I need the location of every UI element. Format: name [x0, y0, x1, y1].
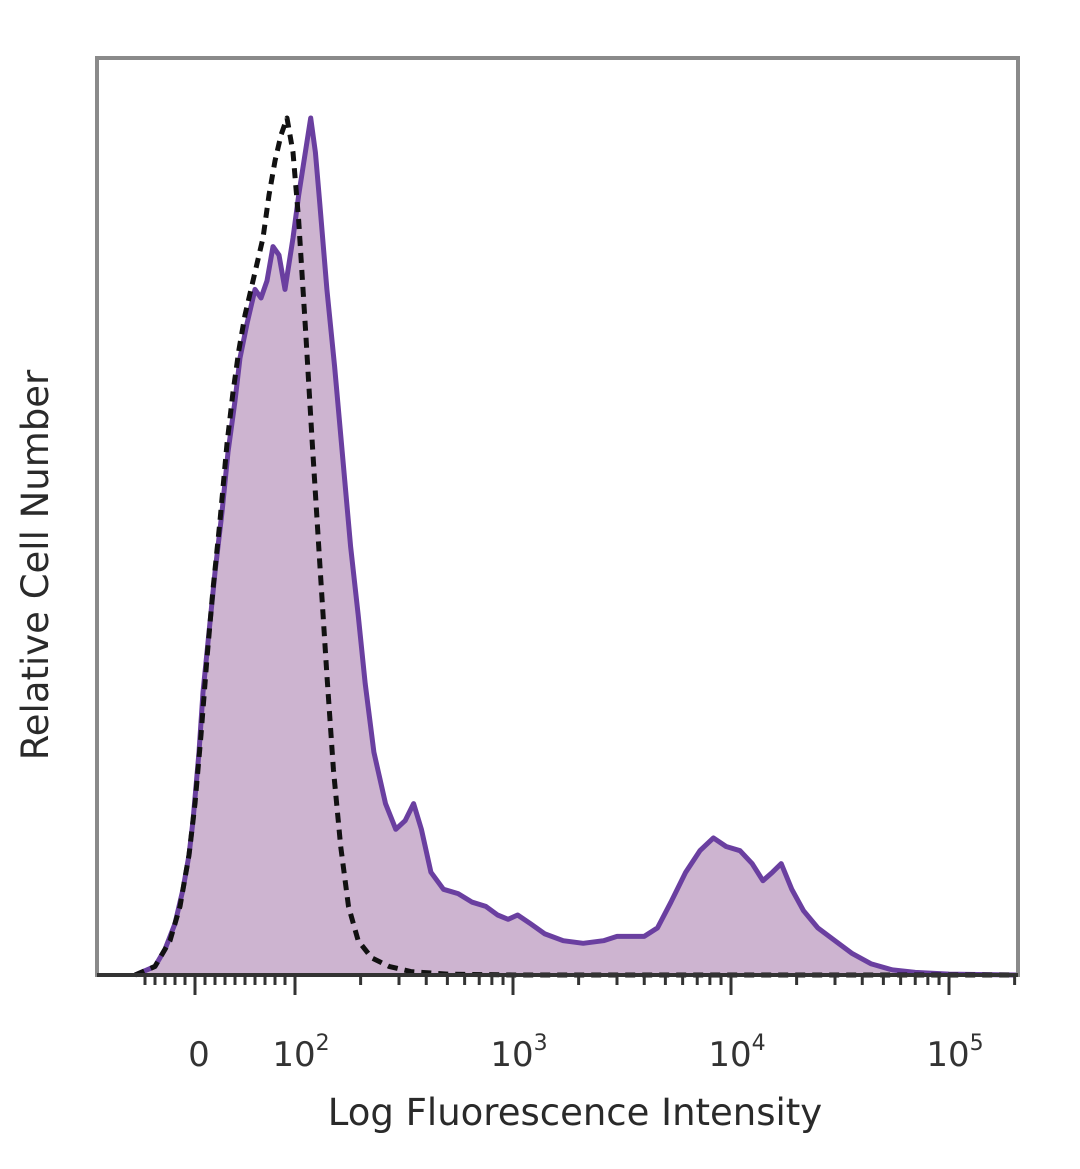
x-axis-ticks — [143, 975, 1017, 995]
series-1-line — [134, 115, 1016, 978]
series-0-area — [135, 118, 1016, 975]
x-tick-label: 104 — [708, 1031, 765, 1075]
y-axis-title: Relative Cell Number — [14, 369, 57, 760]
x-tick-label: 102 — [272, 1031, 329, 1075]
series-0-line — [134, 115, 1017, 978]
x-tick-label: 103 — [490, 1031, 547, 1075]
x-tick-label: 0 — [188, 1035, 210, 1075]
x-axis-title: Log Fluorescence Intensity — [328, 1091, 822, 1134]
x-tick-label: 105 — [926, 1031, 983, 1075]
series-layer — [134, 115, 1017, 978]
x-axis-tick-labels: 0 102 103 104 105 — [188, 1031, 983, 1075]
